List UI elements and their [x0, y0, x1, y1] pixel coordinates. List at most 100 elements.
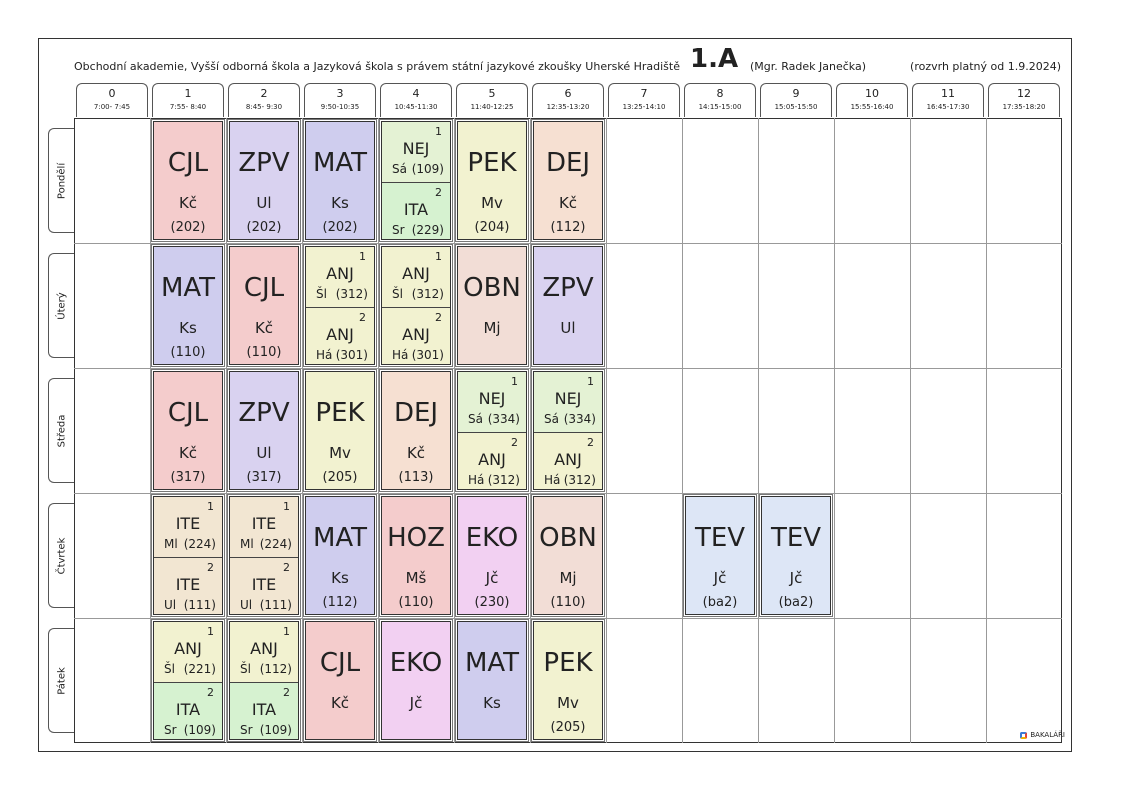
period-number: 12: [1017, 87, 1031, 100]
room-number: (229): [411, 223, 444, 237]
group-lesson[interactable]: 2 ANJ Há (301): [382, 308, 450, 364]
lesson-cell[interactable]: 1 ANJ Šl (221) 2 ITA Sr (109): [151, 619, 225, 742]
subject-code: ITE: [251, 575, 277, 594]
group-lesson[interactable]: 1 NEJ Sá (334): [534, 372, 602, 433]
teacher-code: Há: [544, 473, 561, 487]
group-lesson[interactable]: 2 ANJ Há (312): [458, 433, 526, 489]
grid-column-line: [302, 118, 303, 743]
period-header-3: 3 9:50-10:35: [304, 83, 376, 117]
group-lesson[interactable]: 1 ITE Ml (224): [230, 497, 298, 558]
period-time: 17:35-18:20: [1002, 103, 1046, 111]
lesson-cell[interactable]: ZPV Ul: [531, 244, 605, 367]
group-lesson[interactable]: 1 NEJ Sá (334): [458, 372, 526, 433]
lesson-cell[interactable]: ZPV Ul (202): [227, 119, 301, 242]
lesson-cell[interactable]: OBN Mj: [455, 244, 529, 367]
subject-code: ANJ: [326, 264, 354, 283]
lesson-cell[interactable]: 1 ANJ Šl (312) 2 ANJ Há (301): [303, 244, 377, 367]
lesson-cell[interactable]: EKO Jč (230): [455, 494, 529, 617]
teacher-code: Há: [468, 473, 485, 487]
lesson-cell[interactable]: 1 ITE Ml (224) 2 ITE Ul (111): [227, 494, 301, 617]
group-lesson[interactable]: 2 ITA Sr (109): [230, 683, 298, 739]
lesson-cell[interactable]: MAT Ks (202): [303, 119, 377, 242]
lesson-cell[interactable]: MAT Ks (110): [151, 244, 225, 367]
lesson-cell[interactable]: TEV Jč (ba2): [683, 494, 757, 617]
lesson-cell[interactable]: ZPV Ul (317): [227, 369, 301, 492]
lesson-cell[interactable]: MAT Ks (112): [303, 494, 377, 617]
lesson-cell[interactable]: 1 NEJ Sá (109) 2 ITA Sr (229): [379, 119, 453, 242]
teacher-code: Šl: [392, 287, 403, 301]
lesson-cell[interactable]: MAT Ks: [455, 619, 529, 742]
lesson-cell[interactable]: DEJ Kč (113): [379, 369, 453, 492]
teacher-code: Ul: [560, 319, 576, 337]
lesson-cell[interactable]: PEK Mv (205): [531, 619, 605, 742]
day-label-1: Úterý: [48, 253, 74, 358]
period-header-11: 11 16:45-17:30: [912, 83, 984, 117]
lesson-cell[interactable]: HOZ Mš (110): [379, 494, 453, 617]
group-lesson[interactable]: 2 ITA Sr (109): [154, 683, 222, 739]
lesson-cell[interactable]: DEJ Kč (112): [531, 119, 605, 242]
group-lesson[interactable]: 2 ITE Ul (111): [230, 558, 298, 614]
group-lesson[interactable]: 2 ANJ Há (301): [306, 308, 374, 364]
period-time: 11:40-12:25: [470, 103, 514, 111]
teacher-code: Sá: [468, 412, 483, 426]
group-lesson[interactable]: 1 ANJ Šl (312): [382, 247, 450, 308]
room-number: (205): [550, 720, 586, 735]
lesson-cell[interactable]: OBN Mj (110): [531, 494, 605, 617]
room-number: (334): [487, 412, 520, 426]
group-number: 2: [435, 186, 442, 199]
group-number: 1: [207, 500, 214, 513]
lesson-cell[interactable]: CJL Kč (110): [227, 244, 301, 367]
teacher-code: Šl: [240, 662, 251, 676]
teacher-code: Kč: [558, 194, 578, 212]
lesson-cell[interactable]: CJL Kč: [303, 619, 377, 742]
group-number: 1: [283, 625, 290, 638]
subject-code: ZPV: [542, 273, 594, 303]
subject-code: OBN: [463, 273, 521, 303]
teacher-code: Ks: [179, 319, 197, 337]
subject-code: NEJ: [478, 389, 506, 408]
period-time: 9:50-10:35: [320, 103, 360, 111]
group-lesson[interactable]: 1 ANJ Šl (221): [154, 622, 222, 683]
teacher-code: Mj: [559, 569, 577, 587]
group-lesson[interactable]: 2 ITE Ul (111): [154, 558, 222, 614]
lesson-cell[interactable]: PEK Mv (205): [303, 369, 377, 492]
group-number: 1: [435, 250, 442, 263]
group-lesson[interactable]: 1 NEJ Sá (109): [382, 122, 450, 183]
lesson-cell[interactable]: CJL Kč (317): [151, 369, 225, 492]
grid-column-line: [682, 118, 683, 743]
group-number: 2: [207, 686, 214, 699]
lesson-cell[interactable]: 1 ANJ Šl (312) 2 ANJ Há (301): [379, 244, 453, 367]
lesson-cell[interactable]: EKO Jč: [379, 619, 453, 742]
group-lesson[interactable]: 2 ITA Sr (229): [382, 183, 450, 239]
room-number: (111): [259, 598, 292, 612]
lesson-cell[interactable]: 1 ANJ Šl (112) 2 ITA Sr (109): [227, 619, 301, 742]
lesson-cell[interactable]: CJL Kč (202): [151, 119, 225, 242]
room-number: (301): [411, 348, 444, 362]
teacher-code: Šl: [164, 662, 175, 676]
group-lesson[interactable]: 1 ANJ Šl (312): [306, 247, 374, 308]
group-lesson[interactable]: 2 ANJ Há (312): [534, 433, 602, 489]
group-number: 1: [587, 375, 594, 388]
lesson-cell[interactable]: TEV Jč (ba2): [759, 494, 833, 617]
teacher-code: Mv: [557, 694, 579, 712]
day-name: Pátek: [56, 666, 67, 695]
lesson-cell[interactable]: 1 ITE Ml (224) 2 ITE Ul (111): [151, 494, 225, 617]
subject-code: ANJ: [174, 639, 202, 658]
lesson-cell[interactable]: 1 NEJ Sá (334) 2 ANJ Há (312): [531, 369, 605, 492]
lesson-cell[interactable]: 1 NEJ Sá (334) 2 ANJ Há (312): [455, 369, 529, 492]
period-time: 13:25-14:10: [622, 103, 666, 111]
grid-row-line: [74, 243, 1062, 244]
period-header-9: 9 15:05-15:50: [760, 83, 832, 117]
group-lesson[interactable]: 1 ITE Ml (224): [154, 497, 222, 558]
lesson-cell[interactable]: PEK Mv (204): [455, 119, 529, 242]
teacher-code: Jč: [485, 569, 499, 587]
room-number: (110): [170, 345, 206, 360]
day-name: Pondělí: [56, 162, 67, 199]
group-lesson[interactable]: 1 ANJ Šl (112): [230, 622, 298, 683]
teacher-code: Jč: [789, 569, 803, 587]
subject-code: ITA: [251, 700, 277, 719]
teacher-code: Mj: [483, 319, 501, 337]
group-number: 2: [283, 686, 290, 699]
school-name: Obchodní akademie, Vyšší odborná škola a…: [74, 60, 680, 73]
room-number: (202): [246, 220, 282, 235]
